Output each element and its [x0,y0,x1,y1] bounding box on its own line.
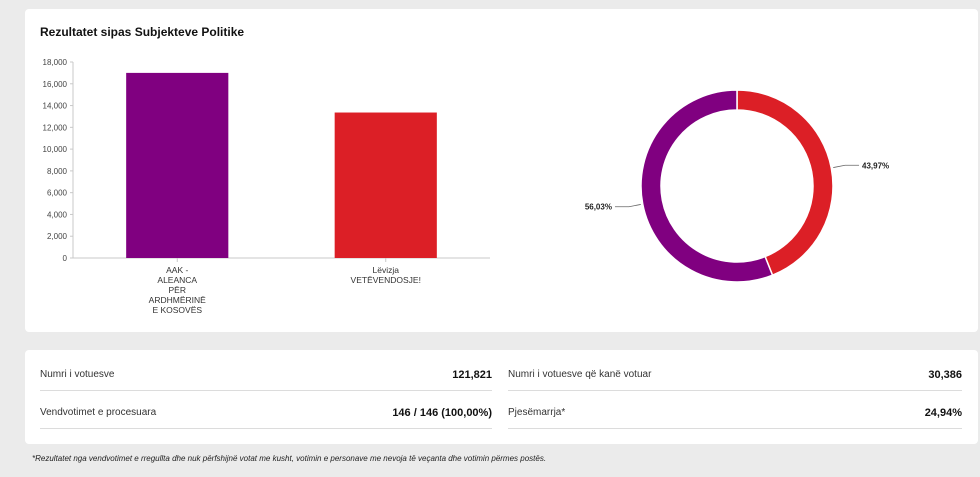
footnote: *Rezultatet nga vendvotimet e rregullta … [32,454,547,463]
results-chart-card: Rezultatet sipas Subjekteve Politike 0 2,… [25,9,978,332]
y-tick-label: 16,000 [43,80,68,89]
y-tick-label: 10,000 [43,145,68,154]
stat-voted: Numri i votuesve që kanë votuar 30,386 [508,359,962,391]
y-tick-label: 18,000 [43,58,68,67]
donut-chart: 43,97% 56,03% [585,89,889,283]
stat-turnout-label: Pjesëmarrja* [508,407,566,418]
bar-chart: 0 2,000 4,000 6,000 8,000 10,000 12,000 14,000 1… [43,58,490,315]
y-tick-label: 14,000 [43,102,68,111]
bar[interactable] [126,72,229,258]
stat-turnout-value: 24,94% [924,406,962,419]
y-tick-label: 2,000 [47,232,68,241]
stat-voters: Numri i votuesve 121,821 [40,359,492,391]
x-category-label: VETËVENDOSJE! [351,275,421,285]
x-category-label: AAK - [166,265,188,275]
stat-turnout: Pjesëmarrja* 24,94% [508,397,962,429]
bar[interactable] [334,112,437,258]
stat-voters-value: 121,821 [452,368,492,381]
y-tick-label: 4,000 [47,210,68,219]
y-tick-label: 12,000 [43,123,68,132]
donut-slice[interactable] [736,89,834,277]
y-tick-label: 8,000 [47,167,68,176]
donut-slice[interactable] [640,89,774,283]
stat-stations-label: Vendvotimet e procesuara [40,407,157,418]
x-category-label: ARDHMËRINË [149,295,206,305]
stat-stations-value: 146 / 146 (100,00%) [392,406,492,419]
stat-voters-label: Numri i votuesve [40,369,115,380]
y-tick-label: 0 [63,254,68,263]
slice-percent-label: 43,97% [862,161,889,170]
y-tick-label: 6,000 [47,189,68,198]
stat-stations: Vendvotimet e procesuara 146 / 146 (100,… [40,397,492,429]
x-category-label: Lëvizja [373,265,400,275]
slice-leader-line [614,204,641,208]
stat-voted-label: Numri i votuesve që kanë votuar [508,369,652,380]
x-category-label: E KOSOVËS [152,305,202,315]
slice-percent-label: 56,03% [585,203,612,212]
x-category-label: PËR [169,285,186,295]
slice-leader-line [833,164,860,168]
chart-title: Rezultatet sipas Subjekteve Politike [40,25,245,39]
x-category-label: ALEANCA [157,275,197,285]
stat-voted-value: 30,386 [928,368,962,381]
stats-card: Numri i votuesve 121,821 Numri i votuesv… [25,350,978,444]
